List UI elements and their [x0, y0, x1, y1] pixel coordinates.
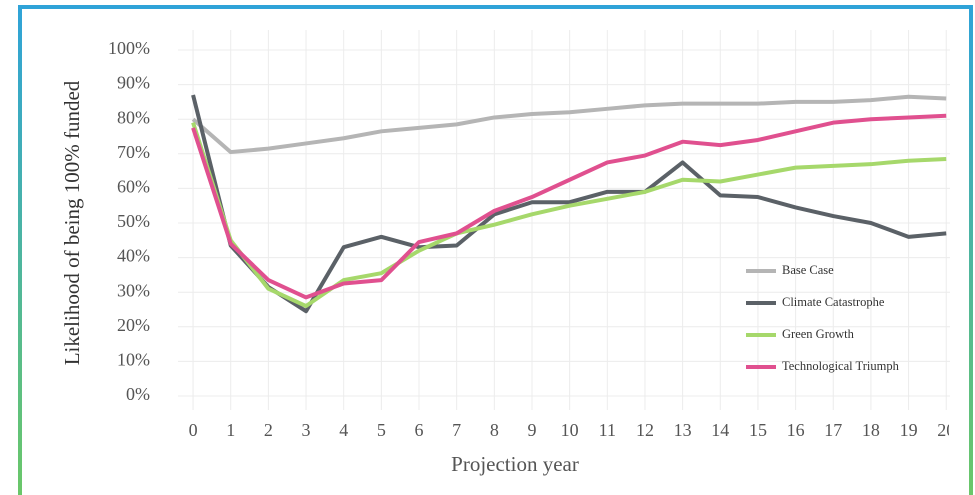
y-tick-label: 40%	[117, 246, 150, 266]
x-tick-label: 10	[561, 420, 579, 440]
series-line	[191, 94, 947, 314]
y-tick-label: 50%	[117, 211, 150, 231]
x-axis-label: Projection year	[451, 452, 579, 476]
x-tick-label: 6	[415, 420, 424, 440]
y-tick-label: 100%	[108, 38, 150, 58]
x-tick-label: 7	[452, 420, 461, 440]
x-tick-label: 9	[527, 420, 536, 440]
y-axis-label: Likelihood of being 100% funded	[60, 80, 84, 365]
lines	[191, 94, 947, 314]
y-tick-label: 30%	[117, 280, 150, 300]
series-line	[191, 94, 947, 155]
legend-label: Green Growth	[782, 327, 855, 341]
x-tick-label: 12	[636, 420, 654, 440]
legend-label: Base Case	[782, 263, 834, 277]
x-ticks: 0 1 2 3 4 5 6 7 8 9 10 11 12 13 14 15 16 17 18 19 20	[189, 420, 955, 440]
grid: 0% 10% 20% 30% 40% 50% 60% 70% 80% 90% 100%	[108, 30, 950, 410]
y-tick-label: 70%	[117, 142, 150, 162]
y-tick-label: 60%	[117, 177, 150, 197]
x-tick-label: 2	[264, 420, 273, 440]
x-tick-label: 11	[599, 420, 616, 440]
series-line	[191, 113, 947, 300]
legend: Base Case Climate Catastrophe Green Growth…	[746, 263, 900, 373]
x-tick-label: 13	[674, 420, 692, 440]
x-tick-label: 14	[711, 420, 729, 440]
y-tick-label: 0%	[126, 384, 150, 404]
x-tick-label: 8	[490, 420, 499, 440]
x-tick-label: 16	[787, 420, 805, 440]
y-tick-label: 90%	[117, 73, 150, 93]
x-tick-label: 4	[339, 420, 348, 440]
legend-label: Technological Triumph	[782, 359, 900, 373]
x-tick-label: 19	[900, 420, 918, 440]
x-tick-label: 20	[937, 420, 955, 440]
legend-label: Climate Catastrophe	[782, 295, 885, 309]
x-tick-label: 3	[302, 420, 311, 440]
y-tick-label: 10%	[117, 350, 150, 370]
y-tick-label: 80%	[117, 107, 150, 127]
series-line	[191, 122, 947, 309]
x-tick-label: 15	[749, 420, 767, 440]
y-tick-label: 20%	[117, 315, 150, 335]
x-tick-label: 17	[824, 420, 842, 440]
x-tick-label: 5	[377, 420, 386, 440]
x-tick-label: 1	[226, 420, 235, 440]
frame	[18, 5, 973, 495]
x-tick-label: 18	[862, 420, 880, 440]
x-tick-label: 0	[189, 420, 198, 440]
